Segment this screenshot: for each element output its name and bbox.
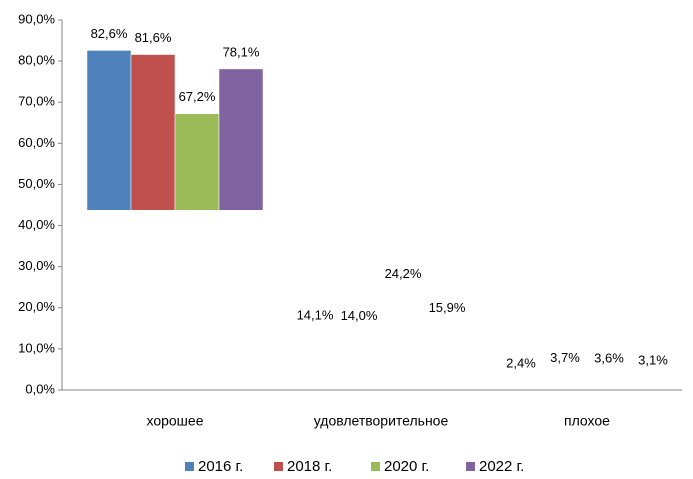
legend-swatch	[274, 462, 283, 471]
data-label: 14,0%	[341, 308, 378, 323]
data-label: 81,6%	[135, 30, 172, 45]
data-label: 2,4%	[506, 356, 536, 371]
y-tick-label: 30,0%	[18, 258, 55, 273]
legend-label: 2018 г.	[287, 458, 332, 475]
bar	[130, 54, 176, 210]
bar	[631, 377, 675, 390]
data-label: 14,1%	[297, 307, 334, 322]
bar	[174, 113, 220, 210]
data-label: 78,1%	[223, 44, 260, 59]
data-label: 3,7%	[550, 350, 580, 365]
bars	[86, 50, 675, 390]
bar	[381, 291, 425, 390]
data-label: 3,1%	[638, 353, 668, 368]
y-tick-label: 80,0%	[18, 53, 55, 68]
y-tick-label: 0,0%	[25, 381, 55, 396]
x-tick-label: плохое	[564, 413, 610, 429]
y-tick-label: 60,0%	[18, 135, 55, 150]
bar	[218, 68, 264, 210]
data-label: 15,9%	[429, 300, 466, 315]
y-tick-label: 70,0%	[18, 94, 55, 109]
y-tick-label: 10,0%	[18, 340, 55, 355]
x-tick-label: удовлетворительное	[314, 413, 449, 429]
bar	[337, 332, 381, 390]
bar	[425, 325, 469, 390]
y-tick-label: 90,0%	[18, 11, 55, 26]
legend-label: 2020 г.	[384, 458, 429, 475]
bar	[86, 50, 132, 210]
legend-swatch	[466, 462, 475, 471]
y-tick-label: 40,0%	[18, 217, 55, 232]
y-tick-label: 50,0%	[18, 176, 55, 191]
legend-swatch	[371, 462, 380, 471]
x-tick-label: хорошее	[146, 413, 203, 429]
bar	[293, 332, 337, 390]
data-label: 82,6%	[91, 26, 128, 41]
legend-label: 2022 г.	[479, 458, 524, 475]
y-tick-label: 20,0%	[18, 299, 55, 314]
bar	[543, 375, 587, 390]
data-label: 24,2%	[385, 266, 422, 281]
data-label: 3,6%	[594, 351, 624, 366]
data-label: 67,2%	[179, 89, 216, 104]
bar	[587, 375, 631, 390]
bar	[499, 380, 543, 390]
legend-label: 2016 г.	[198, 458, 243, 475]
legend-swatch	[185, 462, 194, 471]
